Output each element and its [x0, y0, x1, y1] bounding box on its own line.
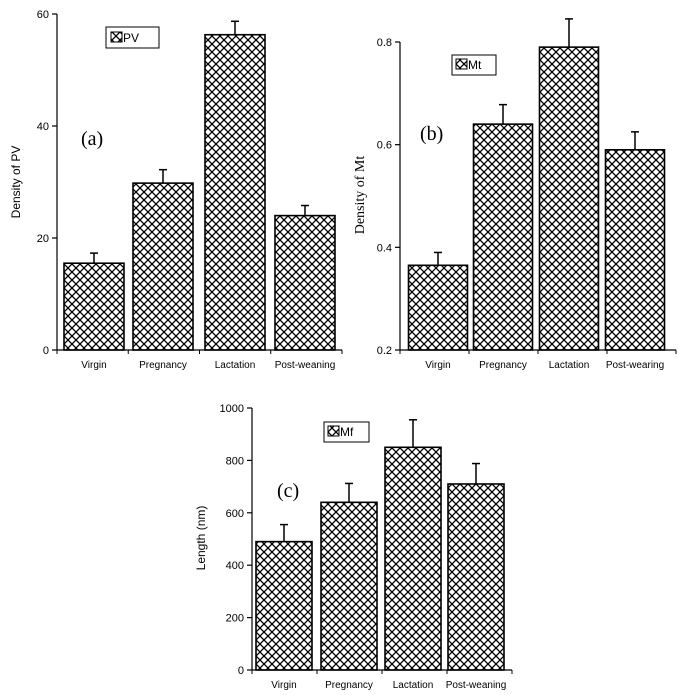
y-tick-label: 0.2: [377, 345, 392, 357]
x-tick-label: Pregnancy: [325, 680, 373, 691]
bar: [204, 33, 266, 351]
x-tick-label: Lactation: [215, 360, 256, 371]
legend: PV: [105, 26, 160, 49]
bar: [407, 264, 469, 351]
legend-swatch: [327, 425, 340, 437]
y-tick-label: 600: [226, 508, 244, 520]
legend: Mf: [323, 421, 370, 443]
y-tick-label: 40: [37, 121, 49, 133]
chart-panel-b: Density of Mt (b) Mt 0.2 0.4 0.6 0.8 Virgin P…: [353, 18, 677, 371]
y-tick-label: 0: [43, 345, 49, 357]
x-tick-label: Virgin: [271, 680, 296, 691]
y-axis-label: Density of PV: [9, 146, 23, 219]
bar: [63, 262, 125, 351]
y-tick-label: 20: [37, 233, 49, 245]
x-tick-label: Virgin: [81, 360, 106, 371]
x-tick-label: Lactation: [549, 360, 590, 371]
legend: Mt: [451, 54, 497, 76]
y-tick-label: 0.6: [377, 140, 392, 152]
y-tick-label: 400: [226, 560, 244, 572]
bar: [384, 446, 442, 671]
legend-label: PV: [123, 31, 139, 45]
chart-panel-c: Length (nm) (c) Mf 0 200 400 600 800 1000 Virg…: [194, 403, 513, 691]
legend-label: Mt: [468, 58, 482, 72]
y-tick-label: 60: [37, 9, 49, 21]
y-tick-label: 800: [226, 455, 244, 467]
bar: [132, 182, 194, 351]
x-tick-label: Post-weaning: [275, 360, 336, 371]
x-tick-label: Lactation: [393, 680, 434, 691]
bar: [538, 46, 600, 351]
legend-swatch: [455, 58, 468, 70]
legend-label: Mf: [340, 425, 354, 439]
bar: [255, 540, 313, 671]
x-tick-label: Post-weaning: [446, 680, 507, 691]
y-tick-label: 0: [238, 665, 244, 677]
panel-label: (b): [420, 123, 443, 145]
legend-swatch: [110, 31, 123, 43]
y-tick-label: 0.4: [377, 242, 392, 254]
x-tick-label: Post-wearing: [606, 360, 664, 371]
panel-label: (c): [277, 480, 299, 502]
bar: [472, 123, 534, 351]
y-axis-label: Length (nm): [194, 506, 208, 571]
x-tick-label: Virgin: [425, 360, 450, 371]
y-tick-label: 200: [226, 613, 244, 625]
bar: [320, 501, 378, 671]
y-axis-label: Density of Mt: [353, 156, 368, 235]
bar: [447, 483, 505, 671]
bar: [274, 214, 336, 351]
x-tick-label: Pregnancy: [139, 360, 187, 371]
chart-panel-a: Density of PV (a) PV 0 20 40 60 Virgin Pregna…: [9, 9, 343, 371]
panel-label: (a): [81, 128, 103, 150]
bar: [604, 149, 666, 351]
x-tick-label: Pregnancy: [479, 360, 527, 371]
y-tick-label: 0.8: [377, 37, 392, 49]
y-tick-label: 1000: [220, 403, 244, 415]
